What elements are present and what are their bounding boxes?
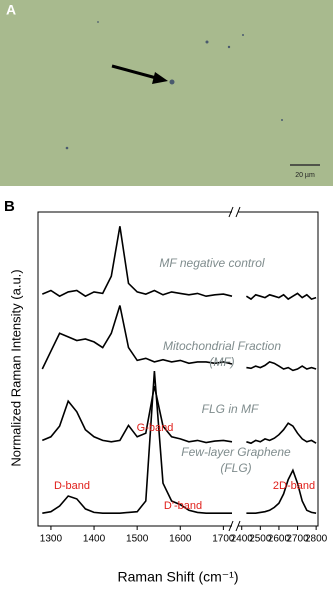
series-label: MF negative control [159,256,264,270]
x-tick-label: 1300 [40,534,63,545]
x-tick-label: 1700 [212,534,235,545]
micrograph-specks [65,21,283,150]
series-label: FLG in MF [202,402,259,416]
peak-annotation: D'-band [164,500,202,512]
peak-annotation: G-band [137,422,174,434]
speck [242,34,244,36]
scale-bar-label: 20 µm [295,172,315,179]
x-tick-label: 1500 [126,534,149,545]
y-axis-label: Normalized Raman Intensity (a.u.) [8,269,23,466]
speck [65,146,69,150]
x-tick-label: 1400 [83,534,106,545]
micrograph [0,0,333,186]
x-tick-label: 2700 [286,534,309,545]
break-marks [228,206,241,532]
panel-label: A [6,2,16,18]
spectrum-line [41,305,317,372]
series-label: Mitochondrial Fraction (MF) [163,339,281,369]
x-tick-label: 2500 [249,534,272,545]
break-mark [228,206,234,218]
break-gap [232,207,238,217]
series-label: Few-layer Graphene (FLG) [181,445,291,475]
panel-label: B [4,198,15,215]
series-label-line: Few-layer Graphene [181,445,291,459]
arrow-head [152,72,168,84]
x-tick-label: 1600 [169,534,192,545]
peak-annotation: 2D-band [273,480,315,492]
plot-frame [37,211,319,527]
x-tick-label: 2600 [268,534,291,545]
break-mark [228,520,234,532]
break-mark [235,520,241,532]
x-tick-label: 2400 [231,534,254,545]
break-gap [232,521,238,531]
speck [97,21,99,23]
series-label-line: Mitochondrial Fraction [163,339,281,353]
speck [169,79,175,85]
spectrum-line [41,385,317,445]
break-mark [235,206,241,218]
x-tick-label: 2800 [305,534,328,545]
x-axis-label: Raman Shift (cm⁻¹) [118,569,239,585]
spectrum-line [41,226,317,301]
speck [281,119,283,121]
series-label-line: (MF) [209,355,234,369]
speck [227,45,231,49]
series-label-line: (FLG) [220,461,251,475]
speck [205,40,209,44]
peak-annotation: D-band [54,480,90,492]
arrow [111,64,161,81]
spectrum-line [42,371,317,514]
